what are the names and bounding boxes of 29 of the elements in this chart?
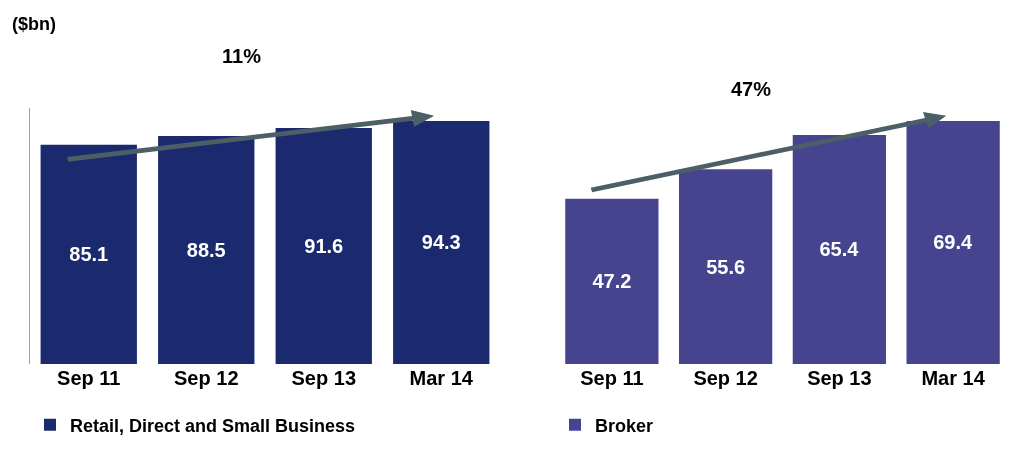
x-tick-label: Mar 14 (921, 367, 986, 389)
bar (792, 134, 887, 364)
bar (158, 135, 255, 364)
bar (565, 198, 659, 364)
bar (906, 120, 1000, 364)
x-tick-label: Sep 13 (807, 367, 872, 389)
data-label: 65.4 (819, 238, 860, 261)
data-label: 88.5 (186, 238, 226, 261)
data-label: 55.6 (706, 255, 746, 278)
x-tick-label: Sep 12 (174, 367, 239, 389)
text: 47% (731, 78, 772, 100)
data-label: 94.3 (421, 231, 461, 254)
x-tick-label: Mar 14 (409, 367, 474, 389)
x-tick-label: Sep 13 (291, 367, 356, 389)
x-tick-label: Sep 11 (580, 367, 644, 389)
bar (40, 144, 137, 364)
data-label: 69.4 (933, 231, 974, 254)
bar (275, 127, 372, 364)
data-label: 85.1 (69, 243, 109, 266)
text: 11% (222, 45, 262, 67)
bar (678, 169, 773, 364)
legend-label: Broker (595, 415, 654, 436)
x-tick-label: Sep 12 (693, 367, 758, 389)
data-label: 91.6 (304, 234, 344, 257)
legend-label: Retail, Direct and Small Business (70, 415, 356, 436)
data-label: 47.2 (592, 270, 632, 293)
y-axis-title: ($bn) (12, 14, 56, 34)
x-tick-label: Sep 11 (57, 367, 121, 389)
bar (393, 120, 490, 364)
